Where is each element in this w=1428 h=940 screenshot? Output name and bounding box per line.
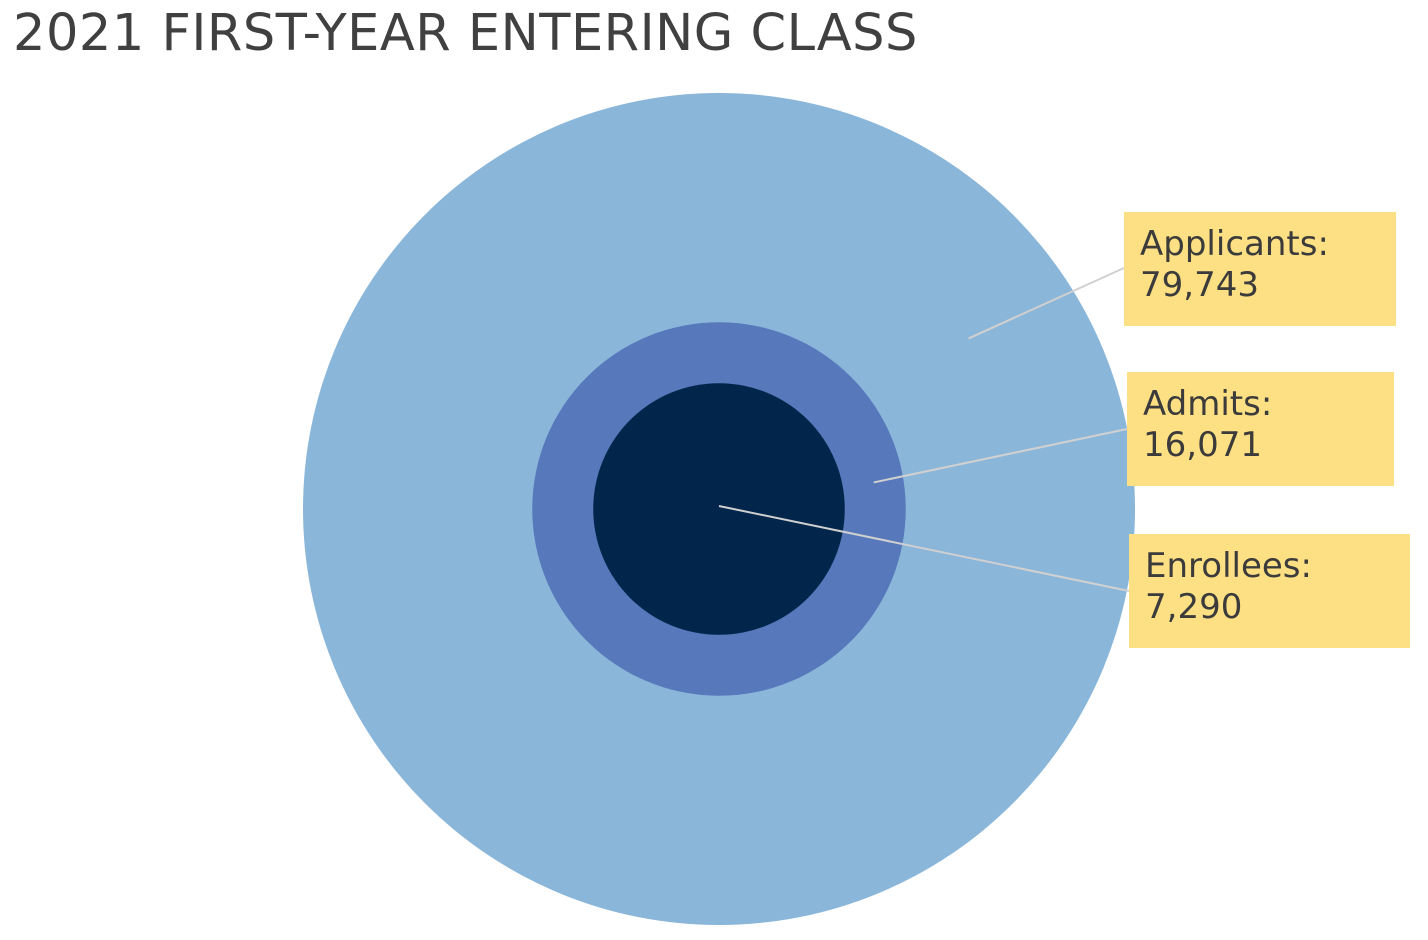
callout-enrollees-value: 7,290	[1145, 587, 1243, 627]
callout-admits: Admits: 16,071	[1127, 372, 1394, 486]
leader-line-admits	[873, 428, 1128, 484]
chart-title: 2021 FIRST-YEAR ENTERING CLASS	[13, 4, 918, 63]
callout-admits-label: Admits:	[1143, 384, 1273, 424]
callout-applicants-label: Applicants:	[1140, 224, 1329, 264]
callout-applicants: Applicants: 79,743	[1124, 212, 1396, 326]
callout-enrollees: Enrollees: 7,290	[1129, 534, 1410, 648]
callout-applicants-value: 79,743	[1140, 265, 1259, 305]
circle-enrollees	[593, 383, 845, 635]
leader-line-applicants	[968, 267, 1125, 340]
callout-enrollees-label: Enrollees:	[1145, 546, 1312, 586]
leader-lines-layer	[718, 267, 1130, 592]
leader-line-enrollees	[718, 505, 1130, 592]
callout-admits-value: 16,071	[1143, 425, 1262, 465]
circles-layer	[303, 93, 1135, 925]
